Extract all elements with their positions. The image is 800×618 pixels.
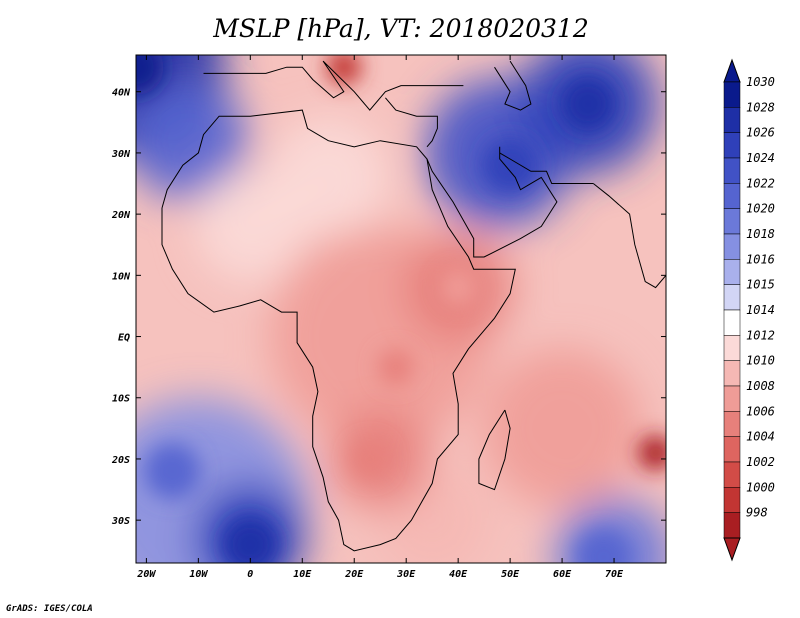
pressure-high-center bbox=[560, 75, 617, 132]
lon-tick-label: 20E bbox=[344, 569, 364, 580]
colorbar-label: 1012 bbox=[746, 328, 775, 342]
pressure-high-center bbox=[222, 516, 279, 563]
pressure-low-center bbox=[440, 269, 477, 306]
lat-tick-label: 20N bbox=[111, 210, 131, 221]
colorbar-label: 1006 bbox=[746, 404, 775, 418]
lon-tick-label: 10E bbox=[293, 569, 312, 580]
colorbar-swatch bbox=[723, 284, 741, 311]
pressure-field bbox=[136, 55, 666, 563]
colorbar-label: 1018 bbox=[746, 227, 775, 241]
colorbar-label: 1008 bbox=[746, 379, 775, 393]
lat-tick-label: 10N bbox=[112, 271, 131, 282]
madagascar-coastline bbox=[478, 409, 511, 491]
colorbar-label: 1022 bbox=[746, 176, 775, 190]
colorbar-label: 1004 bbox=[746, 430, 775, 444]
colorbar-label: 1026 bbox=[746, 126, 775, 140]
lat-tick-label: 30S bbox=[111, 516, 130, 527]
colorbar-arrow-top bbox=[723, 58, 741, 83]
colorbar-swatch bbox=[723, 259, 741, 285]
credit-label: GrADS: IGES/COLA bbox=[6, 604, 93, 614]
colorbar-swatch bbox=[723, 183, 741, 209]
anatolia-coastline bbox=[385, 97, 438, 148]
colorbar-label: 1024 bbox=[746, 151, 775, 165]
colorbar-swatch bbox=[723, 81, 741, 108]
colorbar-label: 998 bbox=[746, 506, 768, 520]
lon-tick-label: 10W bbox=[189, 569, 208, 580]
colorbar-label: 1015 bbox=[746, 278, 775, 292]
arabia-coastline bbox=[426, 146, 558, 258]
colorbar-label: 1030 bbox=[746, 75, 775, 89]
colorbar-swatch bbox=[723, 461, 741, 488]
persian-gulf-coastline bbox=[499, 152, 594, 184]
pressure-high-center bbox=[575, 528, 632, 563]
lat-tick-label: EQ bbox=[118, 333, 130, 344]
lon-tick-label: 70E bbox=[605, 569, 624, 580]
colorbar-label: 1028 bbox=[746, 100, 775, 114]
colorbar-swatch bbox=[723, 208, 741, 235]
lat-tick-label: 30N bbox=[111, 149, 131, 160]
colorbar-swatch bbox=[723, 385, 741, 412]
lon-tick-label: 40E bbox=[449, 569, 468, 580]
colorbar-swatch bbox=[723, 411, 741, 437]
caspian-coastline bbox=[494, 60, 532, 111]
colorbar-label: 1010 bbox=[746, 354, 775, 368]
lat-tick-label: 40N bbox=[112, 88, 131, 99]
colorbar-swatch bbox=[723, 157, 741, 184]
plot-frame bbox=[135, 54, 667, 564]
colorbar-label: 1020 bbox=[746, 202, 775, 216]
lon-tick-label: 50E bbox=[501, 569, 520, 580]
colorbar-arrow-bottom bbox=[723, 537, 741, 562]
lat-tick-label: 10S bbox=[112, 394, 130, 405]
colorbar-swatch bbox=[723, 107, 741, 133]
colorbar-swatch bbox=[723, 512, 741, 539]
lon-tick-label: 60E bbox=[553, 569, 572, 580]
lon-tick-label: 20W bbox=[136, 569, 156, 580]
colorbar-swatch bbox=[723, 360, 741, 387]
pressure-high-center bbox=[482, 137, 539, 194]
pressure-low-center bbox=[637, 434, 666, 471]
colorbar-swatch bbox=[723, 233, 741, 260]
colorbar: 1030 1028 1026 1024 1022 1020 1018 1016 1015 1014… bbox=[723, 58, 775, 562]
lat-tick-label: 20S bbox=[111, 455, 130, 466]
colorbar-label: 1002 bbox=[746, 455, 775, 469]
pressure-high-center bbox=[144, 443, 201, 500]
pressure-low-center bbox=[351, 440, 388, 477]
lon-tick-label: 30E bbox=[396, 569, 416, 580]
pressure-low-center bbox=[377, 349, 414, 386]
colorbar-swatch bbox=[723, 309, 741, 336]
colorbar-swatch bbox=[723, 335, 741, 361]
europe-coastline bbox=[203, 60, 464, 111]
africa-coastline bbox=[161, 109, 516, 552]
chart-title: MSLP [hPa], VT: 2018020312 bbox=[213, 14, 589, 43]
colorbar-swatch bbox=[723, 436, 741, 463]
colorbar-label: 1014 bbox=[746, 303, 775, 317]
india-coastline bbox=[592, 183, 666, 289]
lon-tick-label: 0 bbox=[247, 569, 253, 580]
colorbar-swatch bbox=[723, 132, 741, 159]
pressure-high-center bbox=[136, 55, 164, 96]
colorbar-label: 1016 bbox=[746, 252, 775, 266]
colorbar-swatch bbox=[723, 487, 741, 513]
colorbar-label: 1000 bbox=[746, 480, 775, 494]
